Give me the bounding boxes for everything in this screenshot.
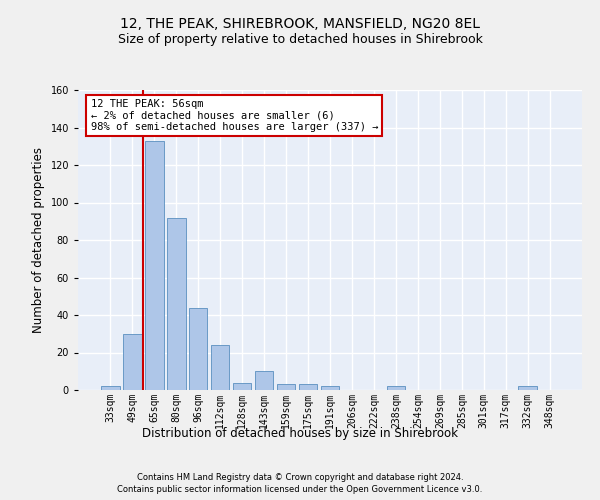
Y-axis label: Number of detached properties: Number of detached properties (32, 147, 45, 333)
Text: Contains HM Land Registry data © Crown copyright and database right 2024.: Contains HM Land Registry data © Crown c… (137, 472, 463, 482)
Bar (518, 386, 537, 390)
Bar (386, 386, 405, 390)
Text: Contains public sector information licensed under the Open Government Licence v3: Contains public sector information licen… (118, 485, 482, 494)
Bar (101, 386, 119, 390)
Text: 12 THE PEAK: 56sqm
← 2% of detached houses are smaller (6)
98% of semi-detached : 12 THE PEAK: 56sqm ← 2% of detached hous… (91, 99, 378, 132)
Bar (211, 345, 229, 390)
Bar (320, 386, 340, 390)
Bar (299, 384, 317, 390)
Text: 12, THE PEAK, SHIREBROOK, MANSFIELD, NG20 8EL: 12, THE PEAK, SHIREBROOK, MANSFIELD, NG2… (120, 18, 480, 32)
Bar (233, 382, 251, 390)
Bar (277, 384, 295, 390)
Bar (145, 140, 164, 390)
Bar (189, 308, 208, 390)
Text: Size of property relative to detached houses in Shirebrook: Size of property relative to detached ho… (118, 32, 482, 46)
Bar (167, 218, 185, 390)
Text: Distribution of detached houses by size in Shirebrook: Distribution of detached houses by size … (142, 428, 458, 440)
Bar (123, 334, 142, 390)
Bar (255, 371, 274, 390)
